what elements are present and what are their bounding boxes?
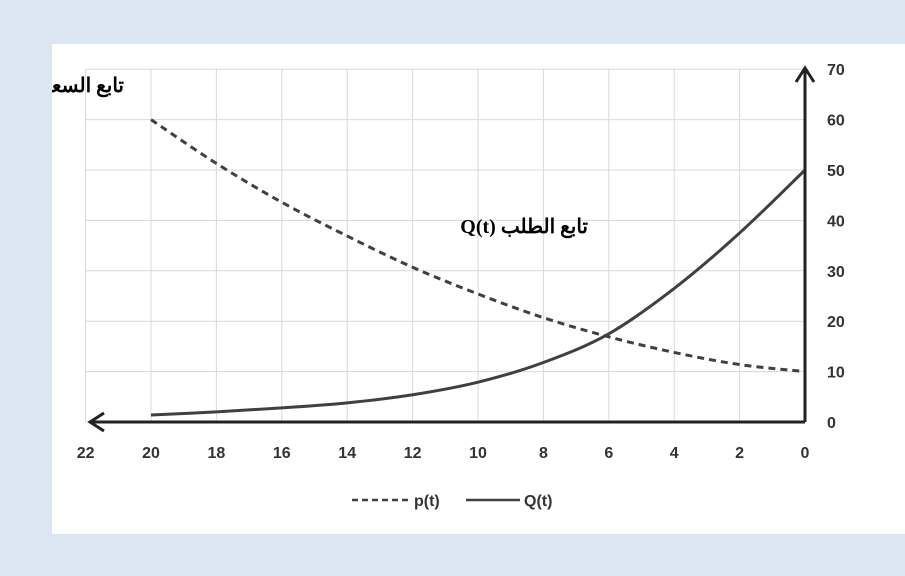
legend-label-q: Q(t) <box>524 493 552 510</box>
y-tick-label: 40 <box>827 213 845 230</box>
grid <box>85 68 805 422</box>
x-tick-label: 4 <box>670 445 679 462</box>
x-tick-label: 22 <box>77 445 95 462</box>
x-tick-label: 6 <box>604 445 613 462</box>
x-tick-label: 2 <box>735 445 744 462</box>
x-tick-label: 12 <box>404 445 422 462</box>
axes <box>87 65 816 433</box>
legend-label-p: p(t) <box>414 493 440 510</box>
demand-function-annotation: تابع الطلب Q(t) <box>460 216 588 239</box>
y-tick-label: 10 <box>827 365 845 382</box>
x-tick-label: 20 <box>142 445 160 462</box>
series-line-demand <box>150 168 807 417</box>
legend: p(t) Q(t) <box>352 493 552 510</box>
y-tick-label: 20 <box>827 314 845 331</box>
y-tick-label: 30 <box>827 264 845 281</box>
y-tick-label: 50 <box>827 163 845 180</box>
y-tick-label: 60 <box>827 113 845 130</box>
x-axis-arrow-icon <box>87 411 105 433</box>
x-tick-label: 10 <box>469 445 487 462</box>
y-tick-label: 0 <box>827 415 836 432</box>
y-axis-arrow-icon <box>794 65 816 83</box>
x-tick-labels: 22 20 18 16 14 12 10 8 6 4 2 0 <box>77 445 810 462</box>
x-tick-label: 8 <box>539 445 548 462</box>
x-tick-label: 18 <box>208 445 226 462</box>
series-line-price <box>150 118 806 374</box>
x-tick-label: 0 <box>801 445 810 462</box>
chart-card: 22 20 18 16 14 12 10 8 6 4 2 0 0 10 20 30 40 50 60 70 تابع… <box>52 44 905 534</box>
x-tick-label: 14 <box>338 445 356 462</box>
x-tick-label: 16 <box>273 445 291 462</box>
series-layer <box>150 118 807 417</box>
y-tick-labels: 0 10 20 30 40 50 60 70 <box>827 62 845 432</box>
y-tick-label: 70 <box>827 62 845 79</box>
price-function-annotation: تابع السعر p(t) <box>52 75 124 98</box>
